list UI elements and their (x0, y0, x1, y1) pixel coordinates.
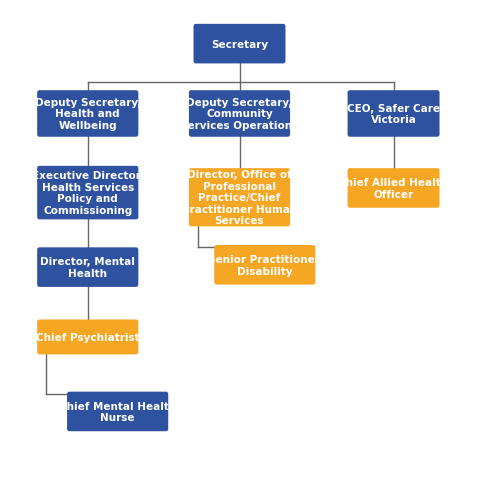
Text: Director, Mental
Health: Director, Mental Health (40, 257, 135, 278)
Text: Chief Mental Health
Nurse: Chief Mental Health Nurse (59, 401, 176, 423)
Text: Director, Office of
Professional
Practice/Chief
Practitioner Human
Services: Director, Office of Professional Practic… (182, 170, 297, 226)
Text: Senior Practitioner,
Disability: Senior Practitioner, Disability (207, 255, 322, 276)
Text: Secretary: Secretary (211, 40, 268, 49)
FancyBboxPatch shape (348, 91, 440, 137)
Text: Deputy Secretary,
Health and
Wellbeing: Deputy Secretary, Health and Wellbeing (34, 98, 141, 131)
Text: Executive Director,
Health Services
Policy and
Commissioning: Executive Director, Health Services Poli… (32, 171, 143, 215)
Text: Deputy Secretary,
Community
Services Operations: Deputy Secretary, Community Services Ope… (181, 98, 298, 131)
FancyBboxPatch shape (214, 245, 315, 285)
Text: Chief Allied Health
Officer: Chief Allied Health Officer (339, 178, 449, 199)
FancyBboxPatch shape (67, 392, 168, 431)
FancyBboxPatch shape (189, 91, 290, 137)
FancyBboxPatch shape (189, 169, 290, 227)
FancyBboxPatch shape (194, 25, 285, 64)
FancyBboxPatch shape (348, 169, 440, 208)
FancyBboxPatch shape (37, 248, 138, 287)
FancyBboxPatch shape (37, 91, 138, 137)
FancyBboxPatch shape (37, 166, 138, 220)
FancyBboxPatch shape (37, 320, 138, 355)
Text: Chief Psychiatrist: Chief Psychiatrist (36, 332, 139, 342)
Text: CEO, Safer Care
Victoria: CEO, Safer Care Victoria (347, 104, 440, 125)
